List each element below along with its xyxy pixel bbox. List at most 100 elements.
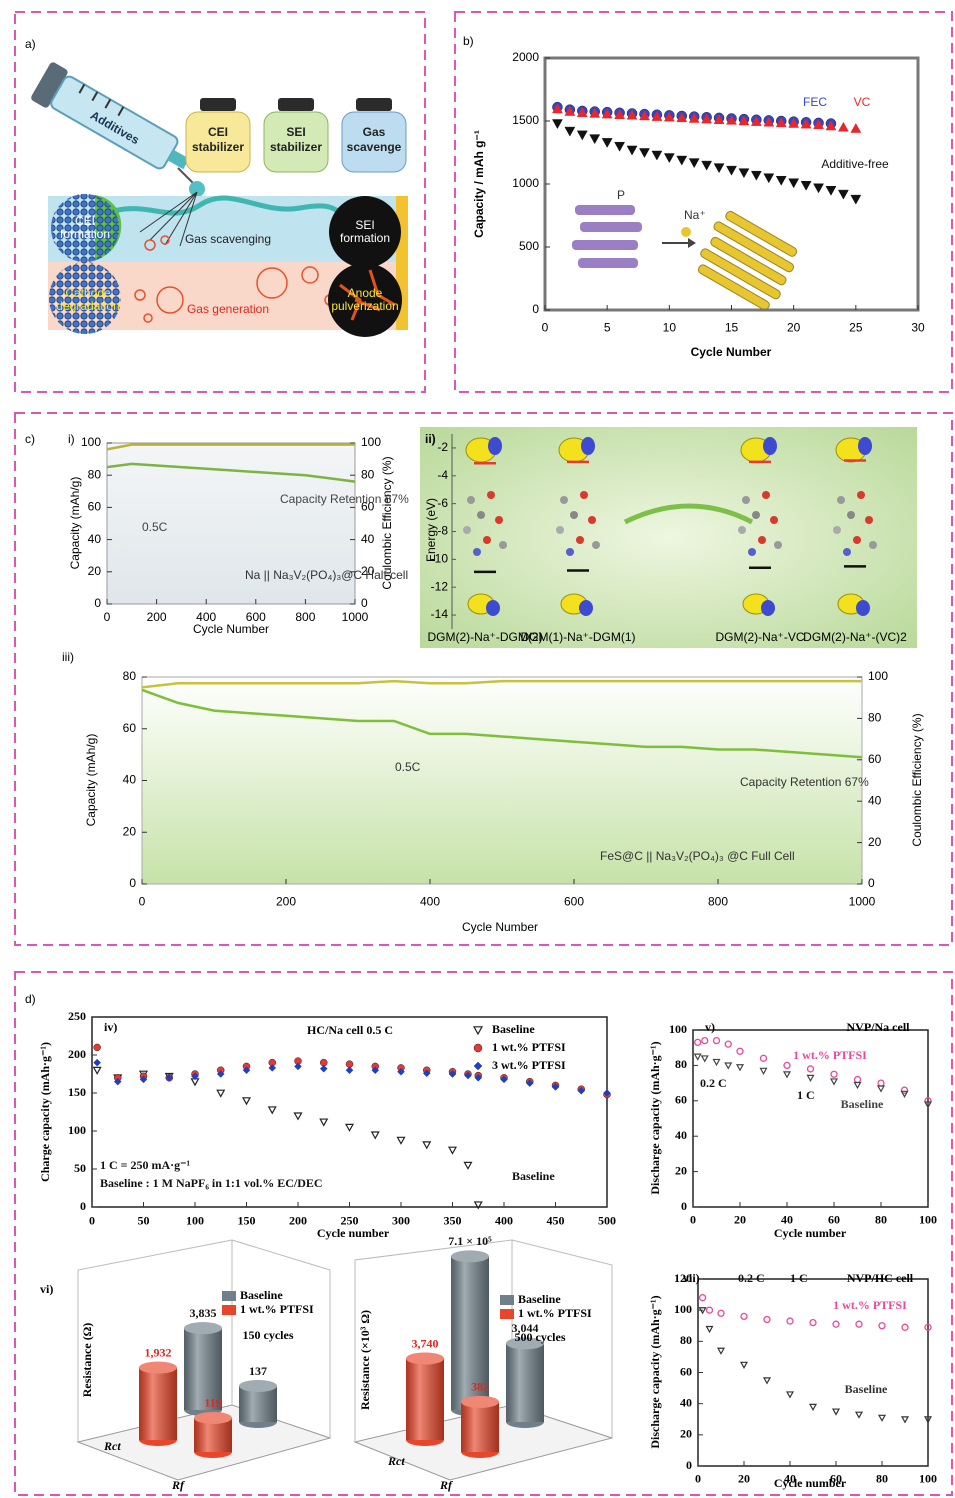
chart: 02004006008001000020406080020406080100Cy… bbox=[62, 650, 924, 934]
y-tick-label: 20 bbox=[675, 1163, 687, 1177]
y-tick-label: 100 bbox=[674, 1302, 692, 1316]
value-label: 3,835 bbox=[190, 1306, 217, 1320]
marker bbox=[789, 179, 799, 188]
syringe: Additives bbox=[30, 61, 197, 183]
x-tick-label: 80 bbox=[876, 1472, 888, 1486]
legend-label: 1 wt.% PTFSI bbox=[492, 1040, 566, 1054]
bar-shade bbox=[139, 1368, 177, 1440]
marker bbox=[474, 1044, 482, 1052]
y-tick-label: 0 bbox=[681, 1199, 687, 1213]
x-tick-label: 150 bbox=[238, 1214, 256, 1228]
x-axis-label: Cycle number bbox=[317, 1226, 390, 1240]
marker bbox=[902, 1417, 908, 1422]
x-tick-label: 0 bbox=[542, 321, 549, 335]
marker bbox=[879, 1415, 885, 1420]
marker bbox=[808, 1075, 814, 1080]
marker bbox=[776, 176, 786, 185]
marker bbox=[851, 124, 861, 133]
marker bbox=[761, 1068, 767, 1073]
series-label: 1 wt.% PTFSI bbox=[793, 1048, 867, 1062]
x-tick-label: 5 bbox=[604, 321, 611, 335]
marker bbox=[677, 156, 687, 165]
y2-tick-label: 40 bbox=[361, 532, 375, 546]
panel-label: d) bbox=[25, 992, 36, 1006]
y2-tick-label: 100 bbox=[868, 669, 888, 683]
marker bbox=[831, 1071, 837, 1077]
annotation: 0.2 C bbox=[700, 1076, 727, 1090]
bottle-label: CEI bbox=[208, 125, 228, 139]
legend-swatch bbox=[500, 1309, 514, 1319]
legend-label: 1 wt.% PTFSI bbox=[518, 1306, 592, 1320]
marker bbox=[664, 154, 674, 163]
marker bbox=[320, 1119, 327, 1125]
y-tick-label: 200 bbox=[68, 1047, 86, 1061]
marker bbox=[346, 1124, 353, 1130]
marker bbox=[269, 1107, 276, 1113]
circle-label: pulverization bbox=[331, 299, 398, 313]
bar-shade bbox=[406, 1359, 444, 1440]
marker bbox=[707, 1307, 713, 1313]
circle-label: CEI bbox=[75, 214, 95, 228]
x-tick-label: 500 bbox=[598, 1214, 616, 1228]
y2-tick-label: 40 bbox=[868, 793, 882, 807]
marker bbox=[856, 1412, 862, 1417]
atom bbox=[843, 548, 851, 556]
x-tick-label: 100 bbox=[186, 1214, 204, 1228]
panel-label: b) bbox=[463, 34, 474, 48]
atom bbox=[566, 548, 574, 556]
y2-axis-label: Coulombic Efficiency (%) bbox=[910, 713, 924, 846]
legend-label: 3 wt.% PTFSI bbox=[492, 1058, 566, 1072]
atom bbox=[833, 526, 841, 534]
marker bbox=[602, 138, 612, 147]
x-tick-label: 40 bbox=[781, 1213, 793, 1227]
y-tick-label: -8 bbox=[437, 524, 448, 538]
y-tick-label: 60 bbox=[88, 500, 102, 514]
circle-label: Anode bbox=[348, 286, 383, 300]
x-axis-label: Cycle Number bbox=[691, 345, 772, 359]
y-tick-label: 80 bbox=[88, 467, 102, 481]
atom bbox=[473, 548, 481, 556]
marker bbox=[878, 1080, 884, 1086]
x-tick-label: 0 bbox=[89, 1214, 95, 1228]
marker bbox=[764, 1317, 770, 1323]
x-tick-label: 25 bbox=[849, 321, 863, 335]
chart: 0501001502002503003504004505000501001502… bbox=[38, 1009, 616, 1240]
marker bbox=[855, 1077, 861, 1083]
panel-label: c) bbox=[25, 432, 35, 446]
x-tick-label: 400 bbox=[420, 895, 440, 909]
marker bbox=[787, 1318, 793, 1324]
x-tick-label: 0 bbox=[104, 610, 111, 624]
marker bbox=[695, 1039, 701, 1045]
series-label: 1 wt.% PTFSI bbox=[833, 1298, 907, 1312]
y-tick-label: 40 bbox=[88, 532, 102, 546]
x-tick-label: 450 bbox=[547, 1214, 565, 1228]
annotation: Na⁺ bbox=[684, 208, 706, 222]
panel-label: vi) bbox=[40, 1282, 53, 1296]
marker bbox=[217, 1090, 224, 1096]
y-tick-label: 500 bbox=[519, 239, 539, 253]
marker bbox=[474, 1027, 482, 1034]
legend-swatch bbox=[500, 1295, 514, 1305]
atom bbox=[742, 496, 750, 504]
marker bbox=[764, 1378, 770, 1383]
bottle-label: scavenge bbox=[347, 140, 402, 154]
legend-label: 1 wt.% PTFSI bbox=[240, 1302, 314, 1316]
x-tick-label: 800 bbox=[295, 610, 315, 624]
atom bbox=[857, 491, 865, 499]
x-tick-label: 350 bbox=[444, 1214, 462, 1228]
y-axis-label: Discharge capacity (mAh·g⁻¹) bbox=[648, 1295, 662, 1448]
orbital bbox=[763, 437, 777, 455]
atom bbox=[770, 516, 778, 524]
marker bbox=[639, 149, 649, 158]
x-axis-label: Cycle number bbox=[774, 1226, 847, 1240]
x-tick-label: 15 bbox=[725, 321, 739, 335]
marker bbox=[718, 1348, 724, 1353]
marker bbox=[838, 190, 848, 199]
x-tick-label: DGM(2)-Na⁺-(VC)2 bbox=[803, 630, 907, 644]
y-tick-label: 1000 bbox=[512, 176, 539, 190]
marker bbox=[784, 1072, 790, 1077]
marker bbox=[714, 1038, 720, 1044]
atom bbox=[588, 516, 596, 524]
atom bbox=[752, 511, 760, 519]
marker bbox=[902, 1324, 908, 1330]
